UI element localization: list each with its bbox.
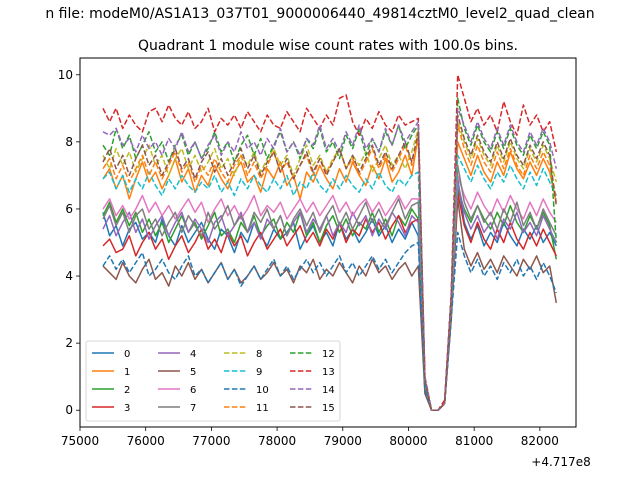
series-line-5	[102, 198, 558, 411]
x-tick-label: 79000	[324, 434, 362, 448]
legend-box	[85, 340, 341, 422]
series-line-7	[102, 164, 557, 411]
y-axis-ticks: 0 2 4 6 8 10	[58, 68, 80, 417]
y-tick-label: 10	[58, 68, 73, 82]
y-tick-label: 4	[65, 269, 73, 283]
legend-label-10: 10	[256, 385, 269, 396]
legend-label-3: 3	[124, 403, 130, 414]
series-line-0	[102, 178, 557, 411]
series-line-10	[102, 231, 557, 411]
legend-label-8: 8	[256, 349, 262, 360]
series-line-4	[102, 181, 557, 411]
legend-label-6: 6	[190, 385, 196, 396]
x-axis-ticks: 75000 76000 77000 78000 79000 80000 81000 82000	[61, 427, 559, 448]
legend-label-11: 11	[256, 403, 269, 414]
legend-label-13: 13	[322, 367, 335, 378]
series-layer	[102, 74, 558, 411]
y-tick-label: 8	[65, 135, 73, 149]
legend-label-15: 15	[322, 403, 335, 414]
series-line-14	[102, 107, 558, 411]
legend-label-1: 1	[124, 367, 130, 378]
legend-label-9: 9	[256, 367, 262, 378]
x-tick-label: 77000	[192, 434, 230, 448]
legend-label-0: 0	[124, 349, 130, 360]
legend-label-2: 2	[124, 385, 130, 396]
x-axis-offset-label: +4.717e8	[531, 455, 590, 469]
y-tick-label: 2	[65, 336, 73, 350]
legend-label-7: 7	[190, 403, 196, 414]
series-line-8	[102, 120, 558, 411]
x-tick-label: 82000	[521, 434, 559, 448]
series-line-15	[102, 114, 558, 411]
axes-frame	[79, 57, 577, 428]
series-line-3	[102, 191, 557, 411]
legend-label-4: 4	[190, 349, 196, 360]
x-tick-label: 75000	[61, 434, 99, 448]
legend-label-14: 14	[322, 385, 335, 396]
x-tick-label: 80000	[389, 434, 427, 448]
y-tick-label: 6	[65, 202, 73, 216]
x-tick-label: 76000	[127, 434, 165, 448]
legend-label-5: 5	[190, 367, 196, 378]
x-tick-label: 78000	[258, 434, 296, 448]
figure-suptitle: n file: modeM0/AS1A13_037T01_9000006440_…	[45, 6, 594, 22]
y-tick-label: 0	[65, 403, 73, 417]
chart-title: Quadrant 1 module wise count rates with …	[138, 38, 518, 54]
series-line-6	[102, 174, 557, 411]
series-line-9	[102, 154, 557, 411]
x-tick-label: 81000	[455, 434, 493, 448]
legend-label-12: 12	[322, 349, 335, 360]
series-line-13	[102, 74, 558, 411]
